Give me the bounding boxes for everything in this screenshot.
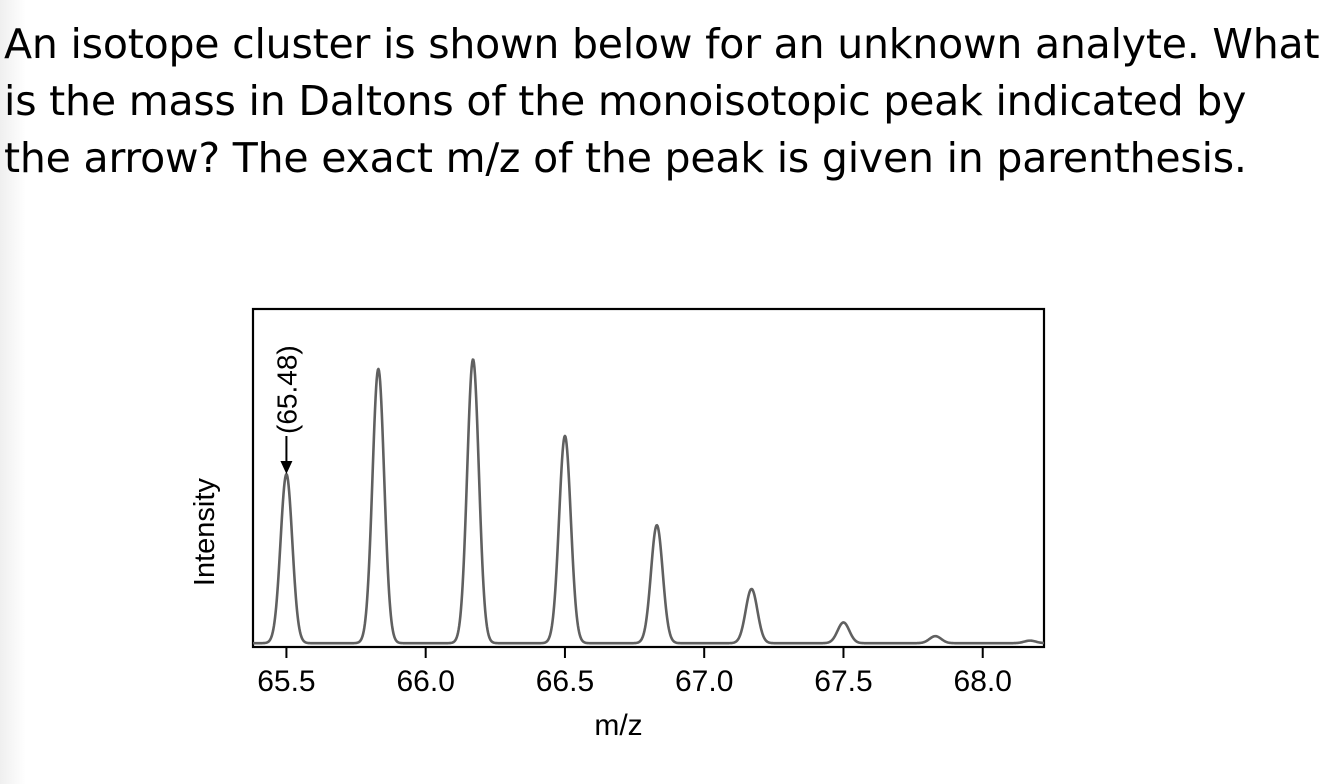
x-tick-label: 65.5 xyxy=(257,665,315,698)
x-axis-tick-labels: 65.5 66.0 66.5 67.0 67.5 68.0 xyxy=(257,665,1012,698)
x-tick-label: 66.5 xyxy=(536,665,594,698)
chart-svg: 65.5 66.0 66.5 67.0 67.5 68.0 (65.48) Intensi… xyxy=(189,307,1046,742)
x-tick-label: 66.0 xyxy=(396,665,454,698)
x-axis-ticks xyxy=(285,647,984,658)
x-tick-label: 67.5 xyxy=(814,665,872,698)
x-tick-label: 68.0 xyxy=(954,665,1012,698)
isotope-cluster-chart: 65.5 66.0 66.5 67.0 67.5 68.0 (65.48) Intensi… xyxy=(170,290,1070,770)
x-axis-label: m/z xyxy=(594,709,642,742)
peak-annotation: (65.48) xyxy=(271,345,302,474)
plot-area-frame xyxy=(251,307,1046,649)
spectrum-line xyxy=(252,358,1045,645)
question-text: An isotope cluster is shown below for an… xyxy=(4,20,1320,182)
annotation-arrow-head xyxy=(280,461,293,474)
x-tick-label: 67.0 xyxy=(675,665,733,698)
annotation-label: (65.48) xyxy=(271,345,302,434)
y-axis-label: Intensity xyxy=(189,478,221,586)
